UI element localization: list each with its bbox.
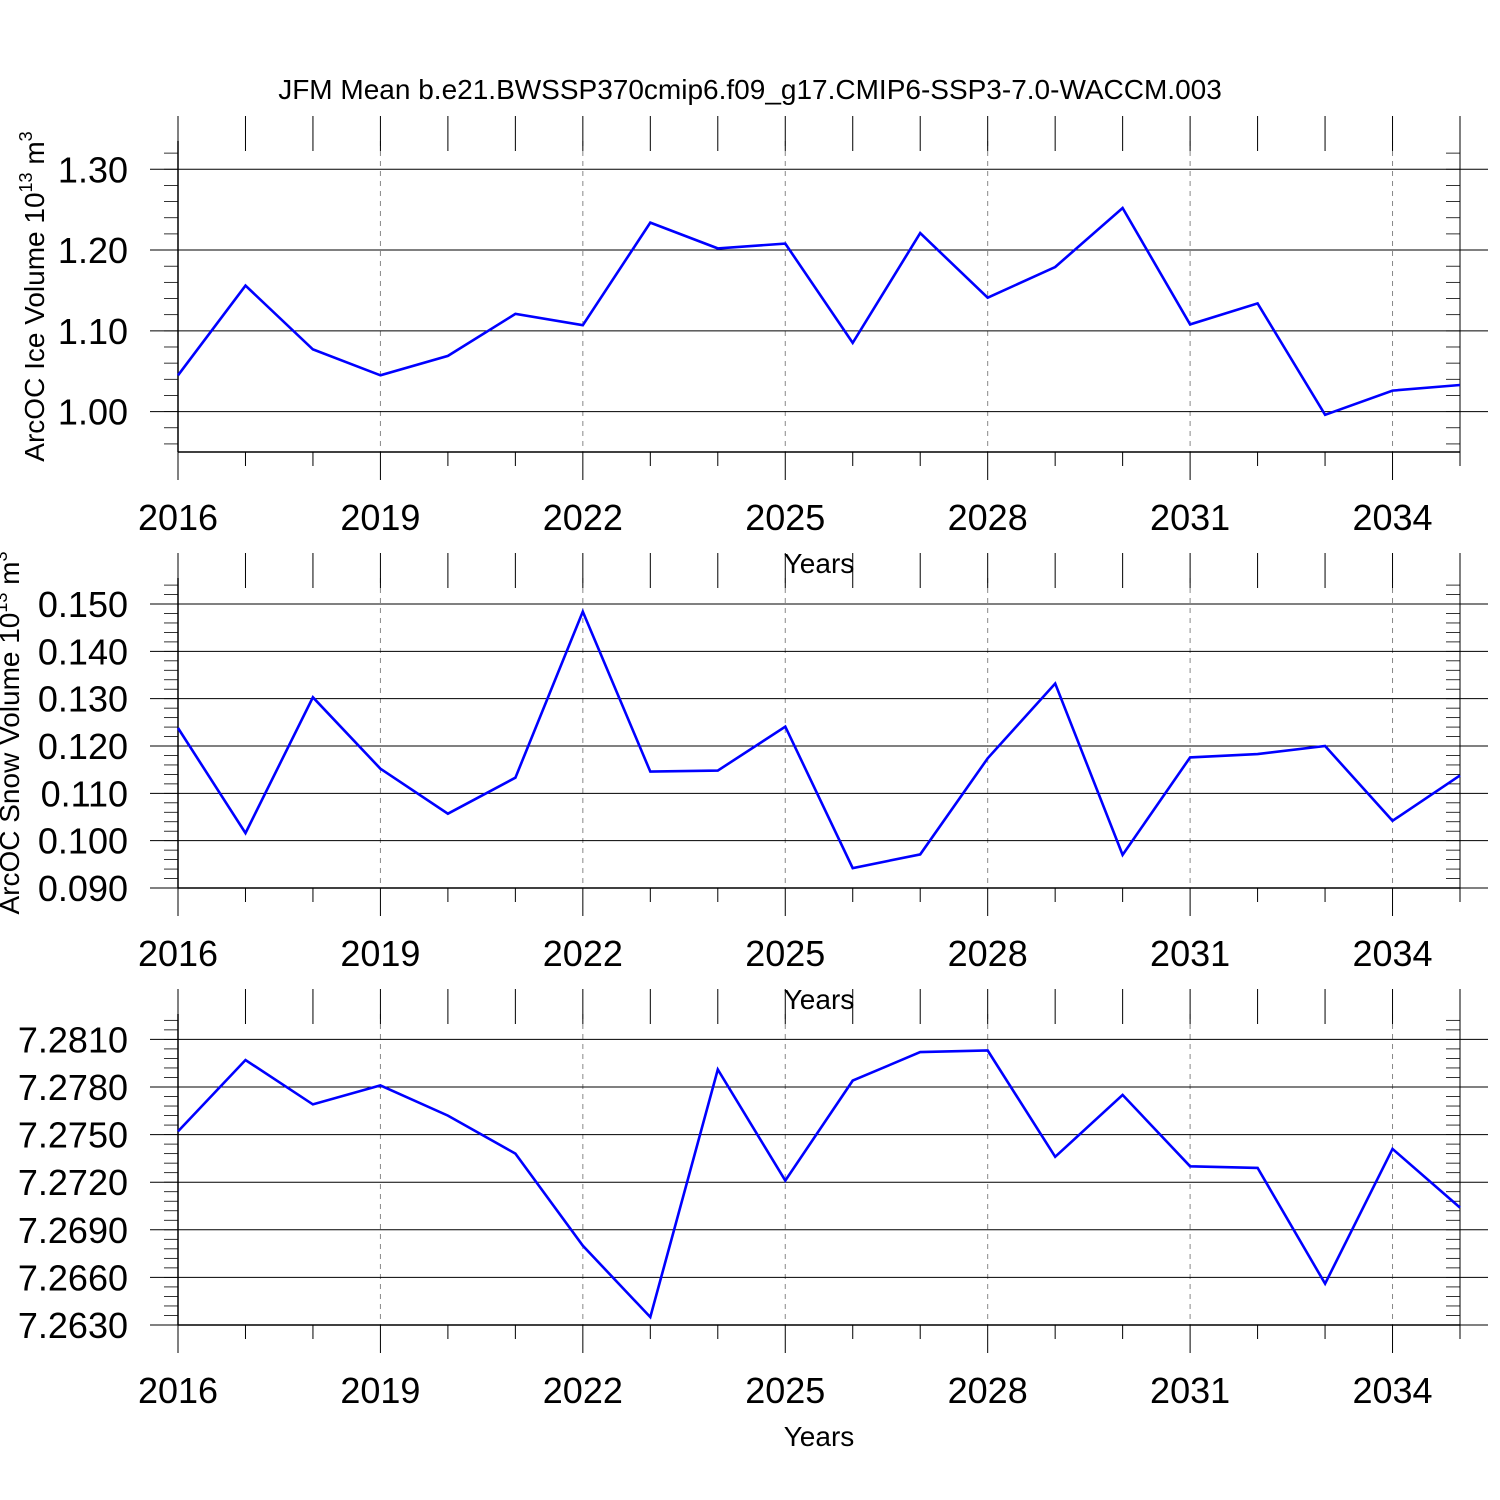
x-tick-label: 2019 [340,1370,420,1411]
y-tick-label: 7.2810 [18,1019,128,1060]
x-tick-label: 2022 [543,933,623,974]
series-line [177,1049,1461,1320]
x-tick-label: 2034 [1352,497,1432,538]
x-tick-label: 2025 [745,933,825,974]
x-tick-label: 2028 [948,497,1028,538]
x-tick-label: 2028 [948,1370,1028,1411]
x-tick-label: 2019 [340,933,420,974]
y-tick-label: 0.100 [38,821,128,862]
panel-1: 1.00 1.10 1.20 1.30 2016 2019 2022 2025 2028 2031… [16,116,1488,579]
series-line [176,608,1461,870]
x-tick-label: 2034 [1352,1370,1432,1411]
y-tick-label: 0.110 [41,773,128,814]
panels: 1.00 1.10 1.20 1.30 2016 2019 2022 2025 2028 2031… [0,116,1488,1452]
y-tick-label: 7.2720 [18,1162,128,1203]
y-tick-label: 7.2630 [18,1305,128,1346]
x-tick-label: 2028 [948,933,1028,974]
y-axis-label: ArcOC Snow Volume 1013 m3 [0,551,25,914]
x-tick-label: 2031 [1150,497,1230,538]
x-tick-label: 2031 [1150,1370,1230,1411]
x-tick-label: 2022 [543,497,623,538]
y-tick-label: 7.2780 [18,1067,128,1108]
x-tick-label: 2034 [1352,933,1432,974]
x-tick-label: 2031 [1150,933,1230,974]
y-tick-label: 7.2750 [18,1115,128,1156]
x-tick-label: 2025 [745,1370,825,1411]
x-tick-label: 2016 [138,1370,218,1411]
x-tick-label: 2022 [543,1370,623,1411]
y-tick-label: 0.150 [38,584,128,625]
x-axis-label: Years [784,548,855,579]
x-tick-label: 2025 [745,497,825,538]
x-axis-label: Years [784,1421,855,1452]
x-axis-label: Years [784,984,855,1015]
x-tick-label: 2016 [138,933,218,974]
y-tick-label: 1.30 [58,149,128,190]
figure-title: JFM Mean b.e21.BWSSP370cmip6.f09_g17.CMI… [278,74,1222,105]
y-axis-label: ArcOC Ice Volume 1013 m3 [16,131,50,461]
y-tick-label: 0.090 [38,868,128,909]
x-tick-label: 2019 [340,497,420,538]
x-tick-label: 2016 [138,497,218,538]
panel-3: 7.2630 7.2660 7.2690 7.2720 7.2750 7.2780 7.28… [18,989,1488,1452]
y-tick-label: 1.10 [58,311,128,352]
y-tick-label: 1.00 [58,392,128,433]
panel-2: 0.090 0.100 0.110 0.120 0.130 0.140 0.150 2016 2… [0,551,1488,1015]
y-tick-label: 0.140 [38,631,128,672]
y-tick-label: 0.130 [38,679,128,720]
y-tick-label: 1.20 [58,230,128,271]
y-tick-label: 7.2690 [18,1210,128,1251]
y-tick-label: 0.120 [38,726,128,767]
y-tick-label: 7.2660 [18,1257,128,1298]
series-line [176,205,1461,417]
